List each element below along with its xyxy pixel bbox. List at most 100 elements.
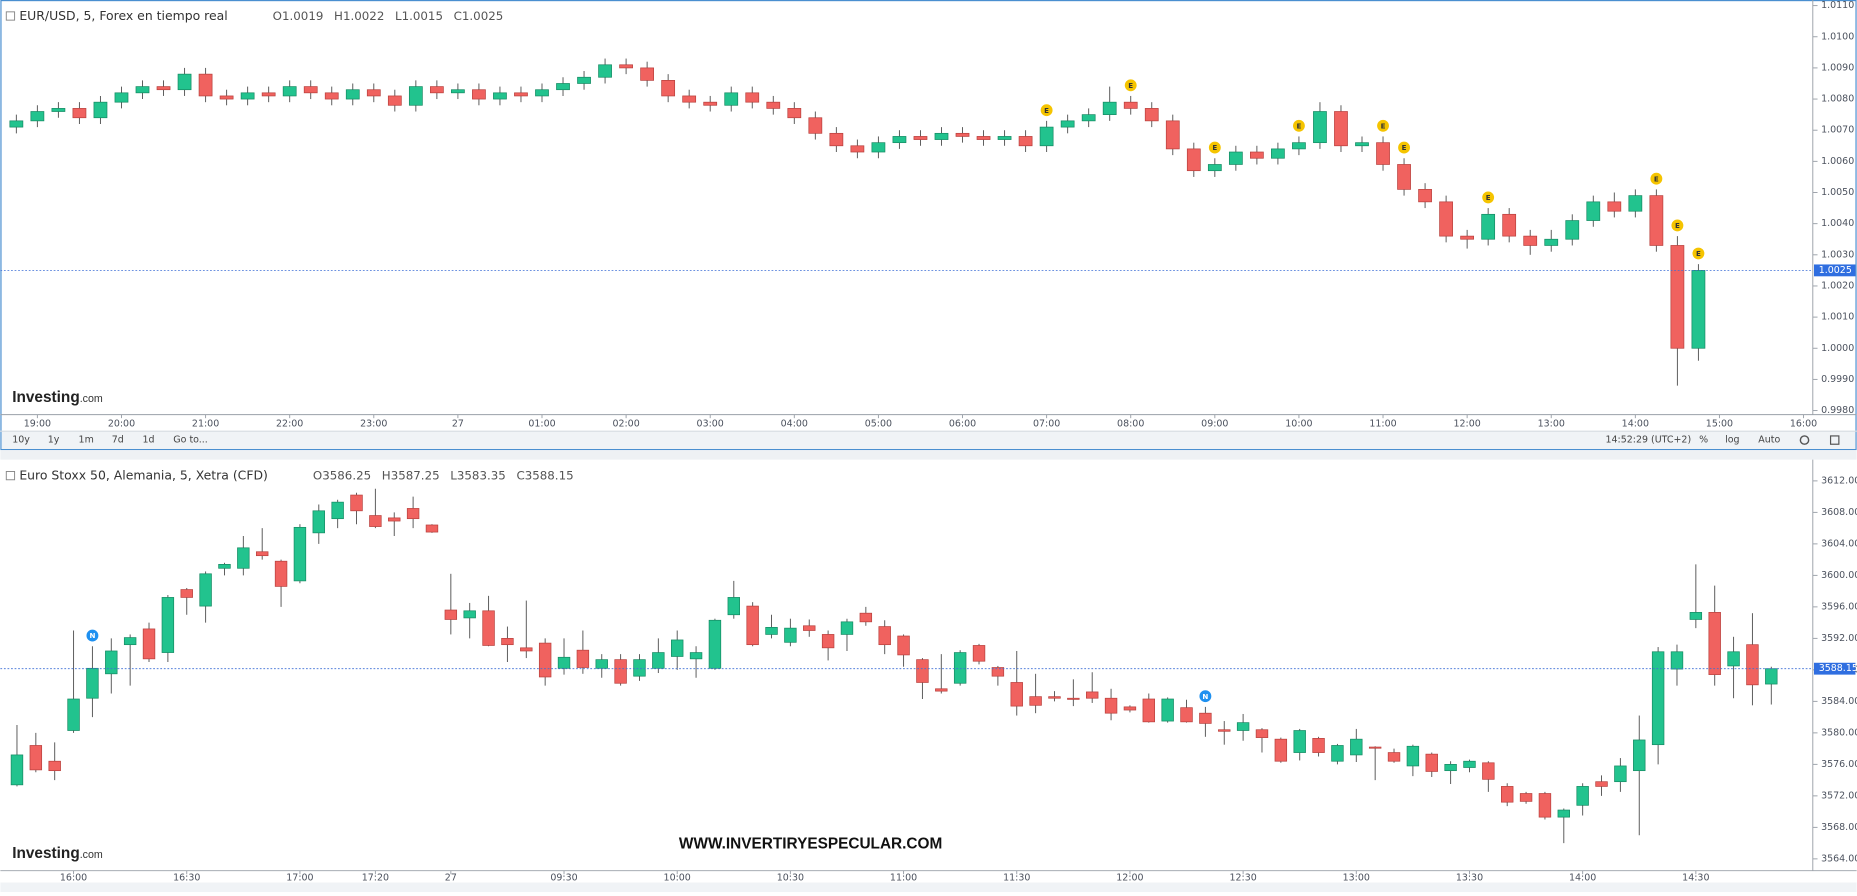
logo-suffix: .com [80, 849, 103, 861]
y-tick-label: 3600.00 [1821, 570, 1857, 581]
logo-suffix: .com [80, 393, 103, 405]
candle-body [1557, 809, 1571, 818]
ohlc-value: C1.0025 [454, 9, 504, 23]
y-tick-label: 3564.00 [1821, 853, 1857, 864]
event-marker [86, 629, 99, 642]
option-button[interactable]: Auto [1758, 435, 1780, 446]
event-marker [1124, 79, 1137, 92]
goto-button[interactable]: Go to... [173, 435, 208, 446]
candle-body [1271, 148, 1285, 159]
candle-body [850, 145, 865, 153]
candle-body [913, 136, 928, 140]
candle-body [1387, 752, 1401, 762]
collapse-icon [5, 11, 16, 21]
candle-body [871, 142, 886, 153]
event-marker [1398, 141, 1410, 154]
candle-body [198, 73, 213, 97]
panel-separator [0, 450, 1857, 460]
range-button[interactable]: 1d [143, 435, 155, 446]
candle-body [387, 95, 402, 106]
range-button[interactable]: 1y [48, 435, 60, 446]
x-tick-label: 14:30 [1682, 872, 1709, 883]
y-tick-label: 0.9980 [1821, 405, 1854, 416]
candle-body [237, 547, 250, 569]
candle-body [274, 560, 288, 587]
ohlc-value: O3586.25 [313, 469, 371, 483]
candle-body [10, 754, 24, 786]
watermark: WWW.INVERTIRYESPECULAR.COM [679, 836, 942, 853]
candle-body [1670, 245, 1685, 349]
candle-body [1727, 651, 1740, 667]
candle-body [1397, 164, 1411, 190]
option-button[interactable]: % [1699, 435, 1708, 446]
x-tick-label: 07:00 [1033, 419, 1060, 430]
event-marker [1208, 141, 1221, 154]
candle-body [67, 698, 80, 731]
event-label: E [1381, 121, 1386, 130]
range-button[interactable]: 7d [112, 435, 124, 446]
candle-body [72, 108, 87, 119]
candle-body [369, 515, 382, 527]
candle-body [1439, 201, 1453, 237]
event-marker [1040, 104, 1053, 117]
x-tick-label: 12:00 [1453, 419, 1480, 430]
logo: Investing [12, 389, 80, 406]
candle-body [1463, 760, 1476, 768]
x-tick-label: 09:00 [1201, 419, 1228, 430]
candle-body [161, 597, 175, 653]
candle-body [1186, 148, 1201, 172]
range-button[interactable]: 1m [79, 435, 94, 446]
candle-body [934, 132, 949, 140]
candles [10, 488, 1778, 844]
y-tick-label: 3580.00 [1821, 727, 1857, 738]
candle-body [1502, 213, 1517, 237]
candle-body [727, 597, 740, 616]
candle-body [123, 637, 137, 646]
candle-body [1481, 213, 1496, 240]
candle-body [520, 647, 533, 652]
candle-body [598, 64, 612, 78]
x-tick-label: 02:00 [612, 419, 639, 430]
candle-body [30, 111, 45, 122]
candle-body [1519, 793, 1533, 802]
candle-body [1406, 745, 1420, 767]
candle-body [345, 89, 360, 100]
candle-body [1651, 651, 1665, 746]
settings-icon[interactable] [1799, 435, 1810, 445]
range-button[interactable]: 10y [12, 435, 30, 446]
candle-body [1123, 706, 1137, 711]
last-price-box [1813, 662, 1856, 675]
toolbar [1, 431, 1856, 449]
candle-body [482, 610, 495, 646]
candle-body [1207, 164, 1222, 172]
y-tick-label: 1.0000 [1821, 343, 1854, 354]
candle-body [493, 92, 507, 100]
candle-body [997, 136, 1012, 140]
y-tick-label: 3568.00 [1821, 822, 1857, 833]
x-tick-label: 14:00 [1569, 872, 1596, 883]
candle-body [1765, 668, 1778, 685]
candle-body [538, 642, 552, 678]
event-label: E [1128, 81, 1133, 90]
candle-body [670, 639, 684, 657]
candle-body [1165, 120, 1180, 150]
candle-body [808, 117, 823, 134]
y-tick-label: 3604.00 [1821, 538, 1857, 549]
option-button[interactable]: log [1725, 435, 1739, 446]
candle-body [1144, 108, 1159, 122]
event-label: E [1486, 193, 1491, 202]
candle-body [199, 573, 212, 607]
candles [9, 58, 1706, 386]
candle-body [406, 508, 420, 520]
y-tick-label: 1.0050 [1821, 187, 1854, 198]
fullscreen-icon[interactable] [1829, 435, 1840, 445]
candle-body [577, 76, 591, 84]
candle-body [219, 95, 234, 100]
x-tick-label: 11:00 [890, 872, 917, 883]
candle-body [1501, 786, 1514, 803]
ohlc-value: C3588.15 [516, 469, 573, 483]
y-tick-label: 3608.00 [1821, 507, 1857, 518]
event-label: E [1696, 249, 1701, 258]
clock: 14:52:29 (UTC+2) [1605, 435, 1691, 446]
chart-title: Euro Stoxx 50, Alemania, 5, Xetra (CFD) [19, 468, 268, 483]
